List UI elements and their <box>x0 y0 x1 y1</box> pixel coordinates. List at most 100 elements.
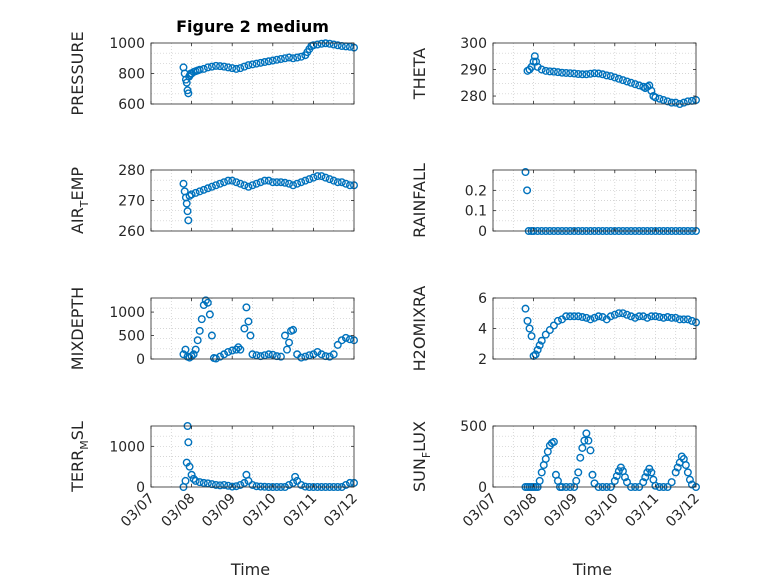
data-point <box>244 476 253 485</box>
data-point <box>272 55 281 64</box>
data-point <box>228 346 237 355</box>
data-point <box>224 176 233 185</box>
data-point <box>305 175 314 184</box>
data-series <box>179 296 359 363</box>
y-tick-label: 0 <box>136 480 145 496</box>
data-point <box>181 476 190 485</box>
data-point <box>574 312 583 321</box>
data-point <box>614 74 623 83</box>
data-point <box>224 347 233 356</box>
data-point <box>337 336 346 345</box>
data-series <box>521 304 701 360</box>
y-tick-label: 260 <box>118 224 145 240</box>
data-point <box>240 324 249 333</box>
y-tick-label: 4 <box>478 322 487 338</box>
data-point <box>260 176 269 185</box>
data-point <box>297 178 306 187</box>
data-point <box>345 335 354 344</box>
y-tick-label: 800 <box>118 67 145 83</box>
data-point <box>291 472 300 481</box>
y-tick-label: 0 <box>478 480 487 496</box>
data-point <box>191 476 200 485</box>
data-point <box>248 350 257 359</box>
data-point <box>341 179 350 188</box>
data-point <box>627 312 636 321</box>
data-point <box>647 312 656 321</box>
data-point <box>620 473 629 482</box>
data-point <box>252 482 261 491</box>
data-point <box>228 64 237 73</box>
data-point <box>205 310 214 319</box>
data-point <box>220 62 229 71</box>
data-point <box>622 77 631 86</box>
data-point <box>297 480 306 489</box>
data-point <box>272 352 281 361</box>
data-point <box>224 481 233 490</box>
grid-lines <box>493 426 696 487</box>
data-point <box>671 98 680 107</box>
data-point <box>199 185 208 194</box>
data-point <box>285 338 294 347</box>
data-point <box>549 437 558 446</box>
data-point <box>285 480 294 489</box>
data-point <box>305 351 314 360</box>
data-point <box>211 480 220 489</box>
data-point <box>618 76 627 85</box>
data-point <box>224 63 233 72</box>
data-point <box>655 313 664 322</box>
data-point <box>562 68 571 77</box>
data-point <box>268 178 277 187</box>
data-point <box>301 482 310 491</box>
data-point <box>232 345 241 354</box>
data-point <box>545 67 554 76</box>
subplot-terr_msl: 0 1000 03/07 03/08 03/09 03/10 03/11 03/12 TERRM… <box>68 421 361 579</box>
data-point <box>345 42 354 51</box>
data-point <box>280 54 289 63</box>
data-point <box>244 317 253 326</box>
data-point <box>558 68 567 77</box>
data-point <box>248 480 257 489</box>
data-point <box>651 312 660 321</box>
data-point <box>313 172 322 181</box>
y-tick-label: 280 <box>118 163 145 179</box>
data-point <box>614 309 623 318</box>
data-point <box>264 176 273 185</box>
data-point <box>529 57 538 66</box>
data-point <box>236 345 245 354</box>
data-point <box>329 350 338 359</box>
y-axis-label: MIXDEPTH <box>68 287 87 370</box>
data-point <box>333 340 342 349</box>
data-point <box>590 313 599 322</box>
data-point <box>622 478 631 487</box>
data-point <box>236 64 245 73</box>
data-point <box>639 312 648 321</box>
data-point <box>667 313 676 322</box>
y-tick-label: 1000 <box>109 439 145 455</box>
data-point <box>185 191 194 200</box>
x-axis-label: Time <box>572 560 612 579</box>
x-tick-label: 03/10 <box>582 491 622 531</box>
data-point <box>679 315 688 324</box>
data-point <box>248 181 257 190</box>
data-point <box>293 476 302 485</box>
data-point <box>582 313 591 322</box>
data-point <box>256 482 265 491</box>
grid-lines <box>493 170 696 231</box>
data-point <box>309 173 318 182</box>
data-point <box>216 481 225 490</box>
data-point <box>220 178 229 187</box>
data-point <box>260 58 269 67</box>
data-point <box>685 475 694 484</box>
data-point <box>232 178 241 187</box>
grid-lines <box>151 426 354 487</box>
data-point <box>590 69 599 78</box>
data-point <box>687 480 696 489</box>
data-point <box>594 69 603 78</box>
y-tick-label: 500 <box>118 329 145 345</box>
data-point <box>181 345 190 354</box>
data-point <box>252 59 261 68</box>
data-point <box>345 478 354 487</box>
data-point <box>586 446 595 455</box>
x-tick-label: 03/11 <box>280 491 320 531</box>
